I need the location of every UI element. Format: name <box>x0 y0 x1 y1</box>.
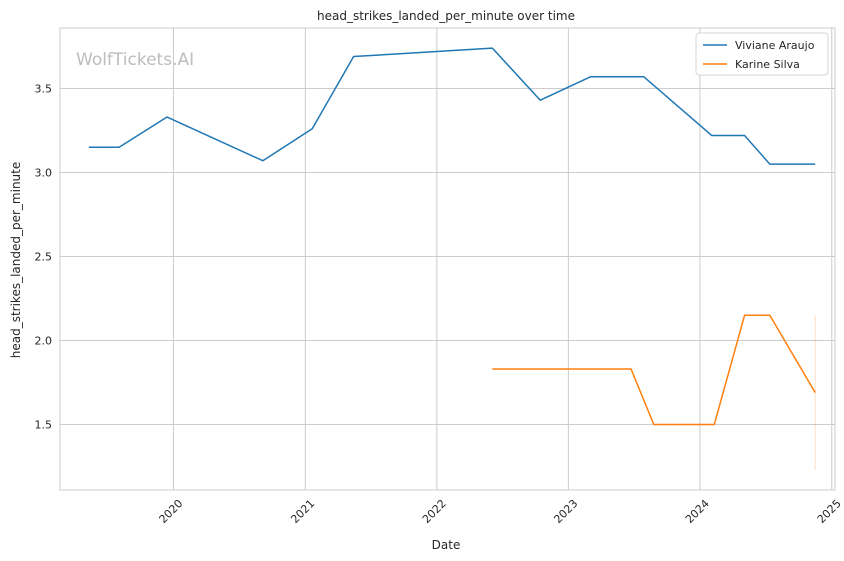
x-tick-label: 2021 <box>288 497 317 526</box>
legend-label-viviane-araujo: Viviane Araujo <box>735 39 815 52</box>
x-tick-label: 2023 <box>551 497 580 526</box>
data-point-karine-silva <box>712 422 717 427</box>
data-point-karine-silva <box>813 390 818 395</box>
y-tick-label: 2.5 <box>35 250 53 263</box>
y-tick-label: 2.0 <box>35 334 53 347</box>
data-point-viviane-araujo <box>742 133 747 138</box>
y-tick-label: 1.5 <box>35 418 53 431</box>
data-point-viviane-araujo <box>709 133 714 138</box>
x-tick-label: 2022 <box>420 497 449 526</box>
x-tick-label: 2020 <box>157 497 186 526</box>
data-point-viviane-araujo <box>767 162 772 167</box>
data-point-viviane-araujo <box>260 158 265 163</box>
data-point-viviane-araujo <box>117 145 122 150</box>
x-axis-title: Date <box>432 538 461 552</box>
data-point-karine-silva <box>629 367 634 372</box>
x-tick-label: 2024 <box>683 497 712 526</box>
x-axis-ticks: 2020 2021 2022 2023 2024 2025 <box>157 497 844 526</box>
data-point-karine-silva <box>490 367 495 372</box>
data-point-karine-silva <box>651 422 656 427</box>
data-point-karine-silva <box>742 313 747 318</box>
y-axis-title: head_strikes_landed_per_minute <box>9 162 23 359</box>
data-point-karine-silva <box>767 313 772 318</box>
legend: Viviane Araujo Karine Silva <box>695 32 829 76</box>
y-tick-label: 3.5 <box>35 82 53 95</box>
data-point-viviane-araujo <box>641 74 646 79</box>
data-point-viviane-araujo <box>351 54 356 59</box>
grid-lines <box>60 28 835 490</box>
y-tick-label: 3.0 <box>35 166 53 179</box>
legend-box <box>695 32 829 76</box>
y-axis-ticks: 1.5 2.0 2.5 3.0 3.5 <box>35 82 53 431</box>
watermark: WolfTickets.AI <box>76 50 194 70</box>
plot-area <box>59 27 836 491</box>
data-point-viviane-araujo <box>538 98 543 103</box>
series-line-viviane-araujo <box>88 47 816 165</box>
data-point-viviane-araujo <box>165 115 170 120</box>
data-point-viviane-araujo <box>490 46 495 51</box>
data-point-viviane-araujo <box>310 126 315 131</box>
data-point-viviane-araujo <box>588 74 593 79</box>
series-line-karine-silva <box>492 314 816 426</box>
legend-label-karine-silva: Karine Silva <box>735 58 800 71</box>
data-point-viviane-araujo <box>813 162 818 167</box>
x-tick-label: 2025 <box>815 497 844 526</box>
chart-title: head_strikes_landed_per_minute over time <box>317 9 575 23</box>
data-point-viviane-araujo <box>86 145 91 150</box>
series-layer <box>86 46 818 470</box>
